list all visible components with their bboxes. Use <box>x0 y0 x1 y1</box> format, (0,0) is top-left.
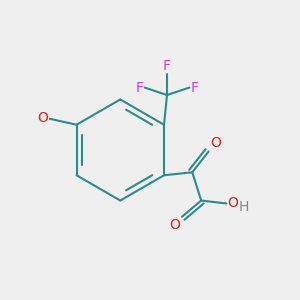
Text: O: O <box>169 218 180 233</box>
Text: O: O <box>38 111 49 125</box>
Text: F: F <box>191 81 199 94</box>
Text: F: F <box>163 59 171 73</box>
Text: O: O <box>210 136 221 150</box>
Text: H: H <box>238 200 249 214</box>
Text: F: F <box>135 81 143 94</box>
Text: O: O <box>227 196 238 210</box>
